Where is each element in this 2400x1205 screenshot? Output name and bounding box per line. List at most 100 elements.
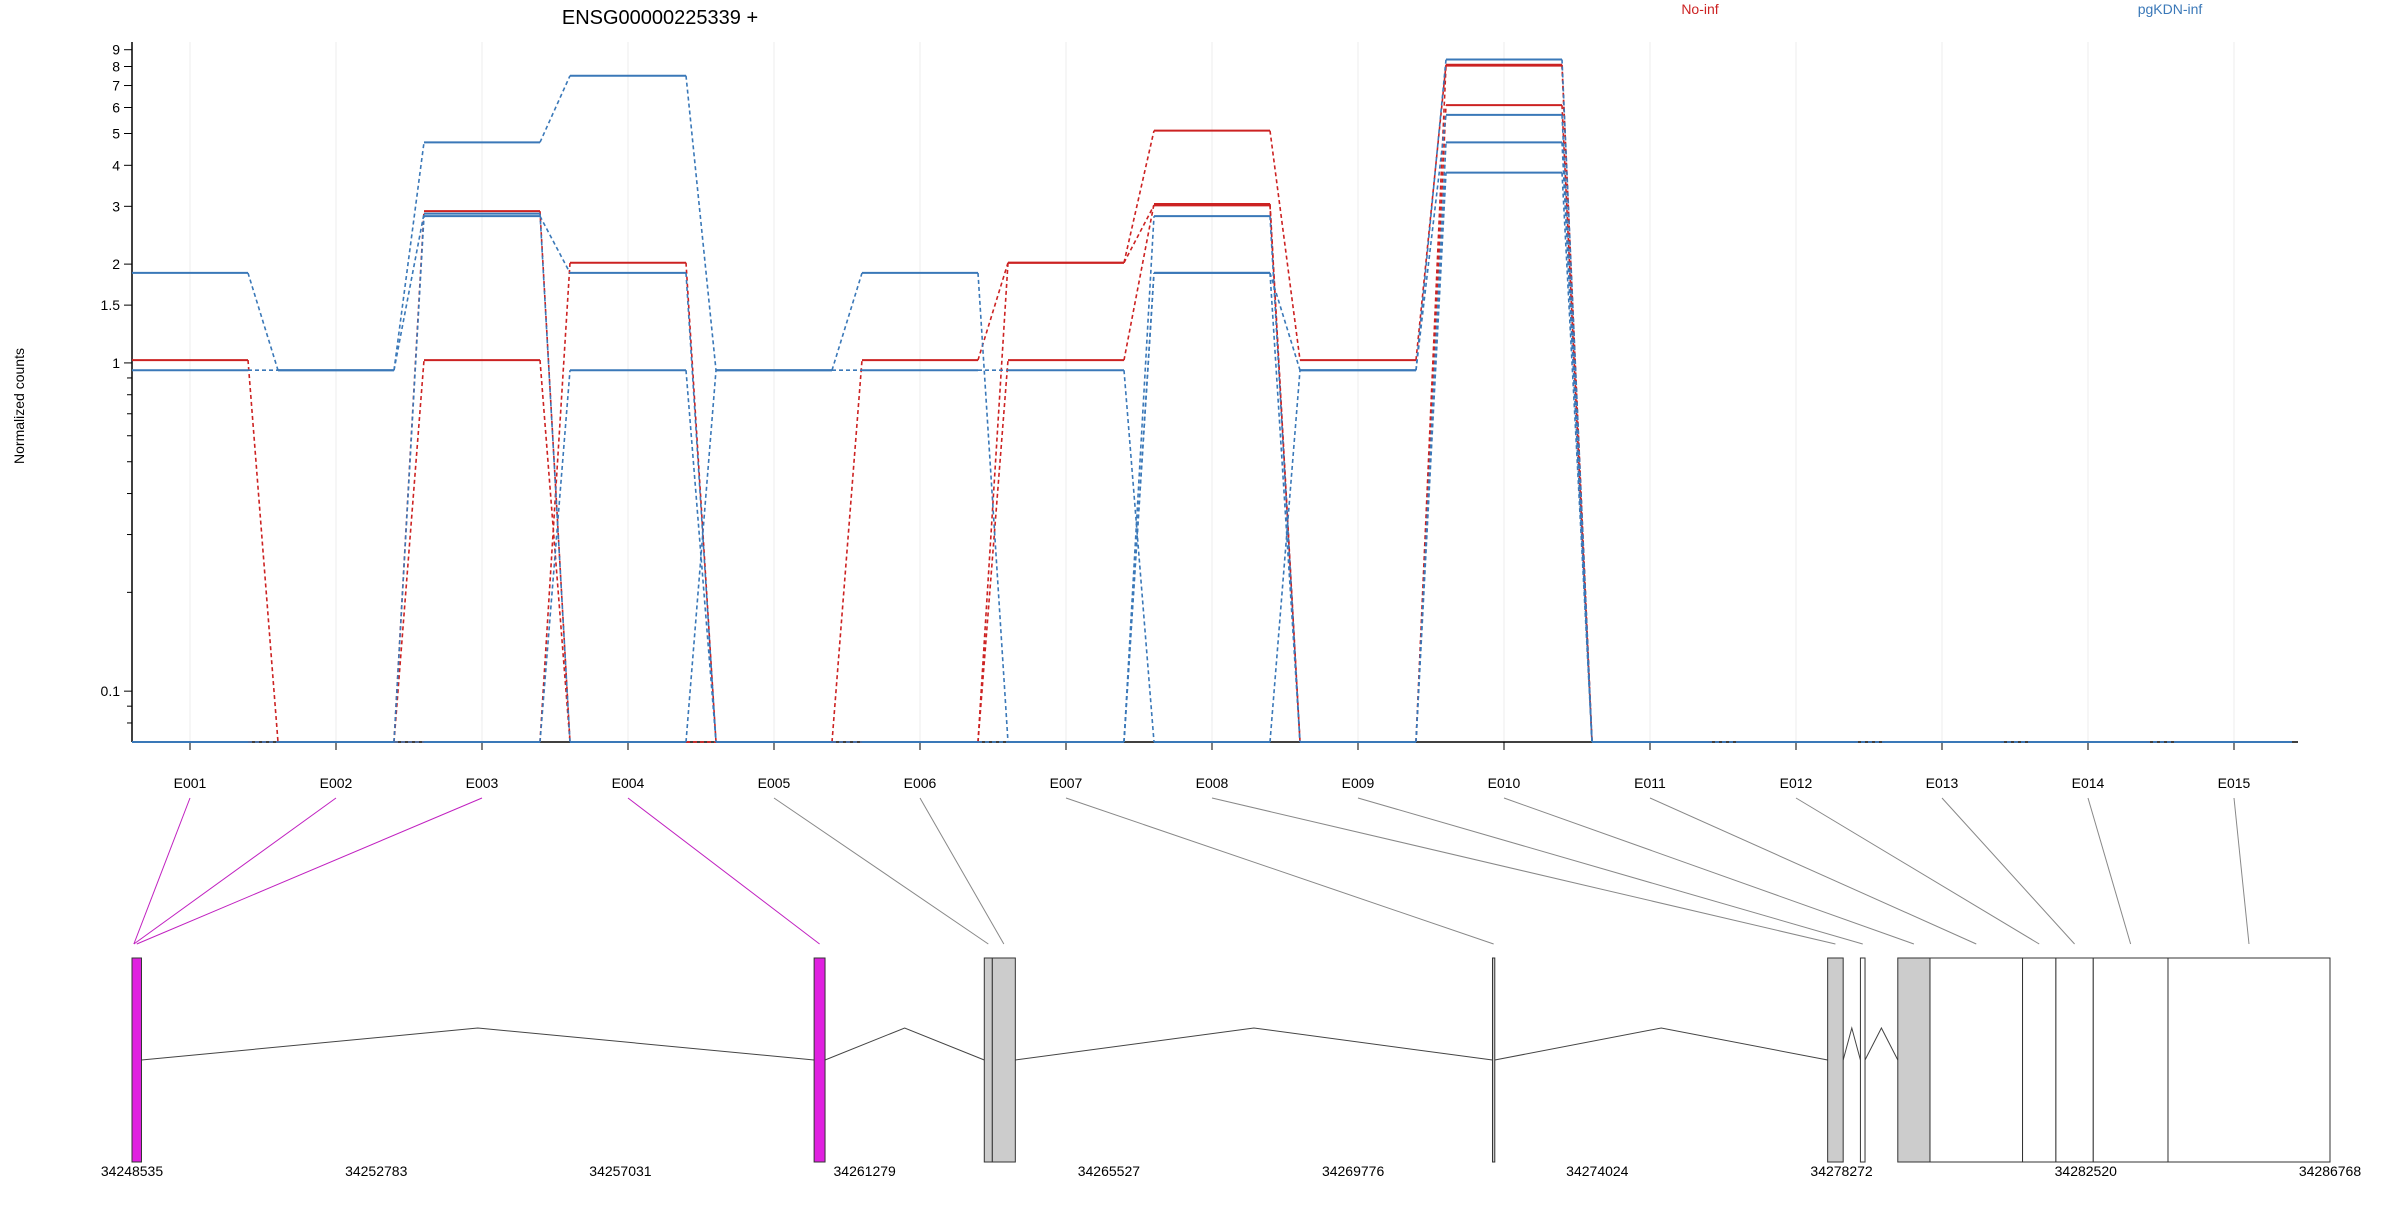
series-connector [393, 360, 425, 743]
coordinate-label: 34269776 [1322, 1163, 1385, 1179]
exon-connectors [133, 797, 2250, 945]
x-tick-label: E004 [612, 775, 645, 791]
coordinate-label: 34278272 [1810, 1163, 1873, 1179]
x-tick-label: E001 [174, 775, 207, 791]
series-connector [539, 370, 571, 743]
series-connector [1123, 204, 1155, 264]
series-connector [1269, 272, 1301, 743]
exon-link [919, 797, 1005, 945]
exon-link [627, 797, 820, 945]
x-tick-label: E002 [320, 775, 353, 791]
series-connector [539, 215, 571, 274]
series-connector [393, 142, 425, 371]
x-tick-label: E007 [1050, 775, 1083, 791]
exon-box [2167, 957, 2331, 1163]
series-connector [539, 213, 571, 743]
exon-box [1859, 957, 1866, 1163]
series-connector [1415, 105, 1447, 743]
exon-box [2055, 957, 2094, 1163]
exon-link [1211, 797, 1836, 945]
y-tick-label: 7 [112, 78, 120, 94]
series-connector [1561, 172, 1593, 743]
series-lines [132, 58, 2292, 743]
x-tick-label: E010 [1488, 775, 1521, 791]
coordinate-label: 34274024 [1566, 1163, 1629, 1179]
exon-link [136, 797, 483, 945]
series-connector [977, 360, 1009, 743]
exon-box [2092, 957, 2169, 1163]
series-connector [539, 211, 571, 743]
exon-box [983, 957, 993, 1163]
series-connector [977, 272, 1009, 743]
intron-line [1842, 1026, 1861, 1061]
y-tick-label: 3 [112, 198, 120, 214]
legend-entry: pgKDN-inf [2138, 1, 2203, 17]
coordinate-label: 34286768 [2299, 1163, 2362, 1179]
exon-box [991, 957, 1016, 1163]
grid-lines [189, 42, 2235, 742]
intron-line [1864, 1026, 1899, 1061]
series-connector [685, 262, 717, 743]
x-tick-label: E011 [1634, 775, 1666, 791]
y-tick-label: 6 [112, 100, 120, 116]
series-connector [1123, 130, 1155, 263]
exon-link [133, 797, 191, 945]
coordinate-label: 34248535 [101, 1163, 164, 1179]
x-tick-label: E013 [1926, 775, 1959, 791]
series-connector [539, 75, 571, 143]
coordinate-label: 34257031 [589, 1163, 652, 1179]
series-connector [1123, 370, 1155, 743]
exon-box [813, 957, 826, 1163]
series-connector [1123, 203, 1155, 361]
series-connector [685, 370, 717, 743]
y-axis: 0.1 1 1.5 2 3 4 5 6 7 89 [101, 42, 133, 742]
y-tick-label: 1 [112, 355, 120, 371]
series-connector [247, 272, 279, 371]
series-connector [1269, 205, 1301, 743]
series-connector [685, 75, 717, 371]
exon-link [1795, 797, 2040, 945]
coordinate-label: 34261279 [834, 1163, 897, 1179]
x-tick-label: E005 [758, 775, 791, 791]
exon-link [1065, 797, 1494, 945]
intron-line [1494, 1027, 1828, 1061]
exon-box [1897, 957, 1931, 1163]
intron-line [824, 1027, 985, 1061]
y-tick-label: 8 [112, 58, 120, 74]
y-tick-label: 4 [112, 157, 120, 173]
exon-link [133, 797, 337, 945]
series-connector [831, 272, 863, 371]
y-tick-label: 9 [112, 42, 120, 58]
series-connector [539, 262, 571, 743]
series-connector [1415, 59, 1447, 371]
exon-link [1941, 797, 2075, 945]
coordinate-label: 34252783 [345, 1163, 408, 1179]
series-connector [1415, 142, 1447, 743]
series-connector [1269, 370, 1301, 743]
genomic-coordinates: 34248535 34252783 34257031 34261279 34265527… [101, 1163, 2362, 1179]
series-connector [1123, 272, 1155, 743]
x-tick-label: E008 [1196, 775, 1229, 791]
x-tick-label: E012 [1780, 775, 1813, 791]
series-connector [977, 262, 1009, 743]
exon-link [1649, 797, 1977, 945]
series-connector [393, 216, 425, 743]
y-axis-label: Normalized counts [11, 348, 27, 464]
y-tick-label: 5 [112, 125, 120, 141]
exon-box [1491, 957, 1496, 1163]
exon-link [2233, 797, 2250, 945]
series-connector [685, 272, 717, 743]
series-connector [1415, 172, 1447, 743]
series-connector [1269, 272, 1301, 371]
exon-box [131, 957, 142, 1163]
x-tick-label: E009 [1342, 775, 1375, 791]
intron-line [141, 1027, 815, 1061]
y-tick-label: 0.1 [101, 683, 121, 699]
gene-model [131, 957, 2331, 1163]
series-connector [1269, 130, 1301, 361]
series-connector [247, 360, 279, 743]
series-connector [393, 213, 425, 371]
exon-box [1929, 957, 2024, 1163]
